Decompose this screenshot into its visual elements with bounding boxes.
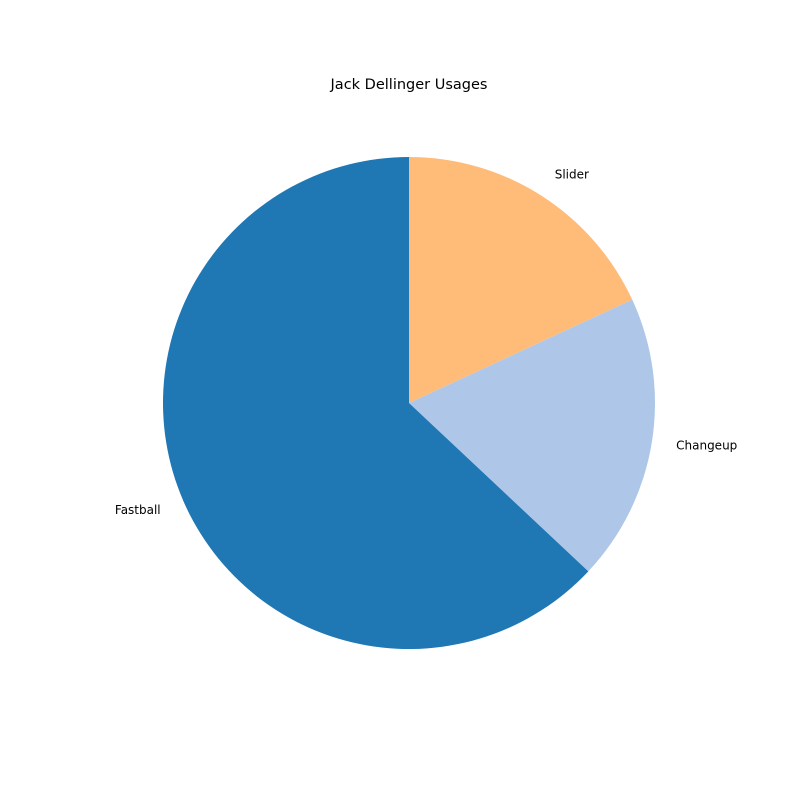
pie-labels: Slider Changeup Fastball — [115, 167, 737, 516]
pie-slice-fastball — [162, 157, 589, 649]
pie-label-changeup: Changeup — [676, 439, 737, 453]
pie-slices — [162, 157, 655, 649]
pie-slice-changeup — [409, 299, 655, 572]
pie-label-slider: Slider — [555, 167, 589, 181]
chart-title: Jack Dellinger Usages — [330, 77, 488, 93]
pie-slice-slider — [409, 157, 633, 403]
pie-label-fastball: Fastball — [115, 503, 161, 517]
